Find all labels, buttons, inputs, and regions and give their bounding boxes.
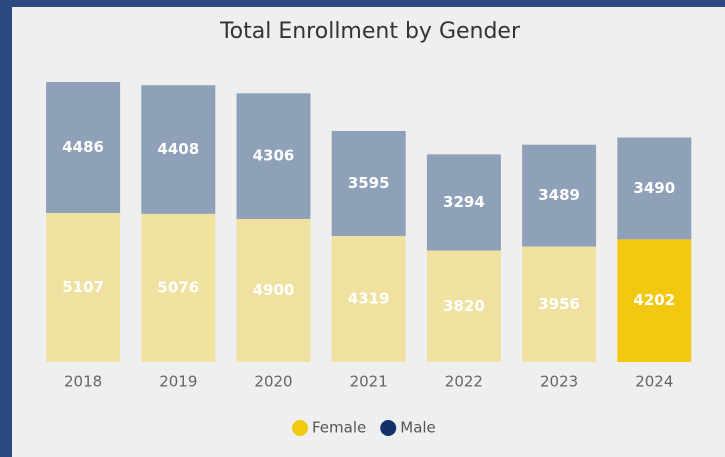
bar-segment [236,218,311,362]
data-label: 4900 [253,281,295,299]
x-tick-label: 2024 [635,373,673,391]
x-tick-label: 2018 [64,373,102,391]
legend-label: Female [312,419,366,437]
data-label: 4202 [633,291,675,309]
bar-segment [331,131,406,236]
x-tick-label: 2023 [540,373,578,391]
data-label: 3956 [538,295,580,313]
bar-segment [426,154,501,251]
data-label: 3820 [443,297,485,315]
bar-segment [426,250,501,362]
x-tick-label: 2019 [159,373,197,391]
bar-segment [331,235,406,362]
bar-segment [46,212,121,362]
legend-label: Male [400,419,436,437]
chart-title: Total Enrollment by Gender [219,19,521,44]
bar-segment [46,82,121,213]
bar-segment [522,144,597,247]
data-label: 4408 [157,140,199,158]
x-tick-label: 2021 [350,373,388,391]
legend-marker [380,420,397,436]
x-tick-label: 2022 [445,373,483,391]
bar-segment [522,246,597,362]
data-label: 3489 [538,186,580,204]
bar-segment [141,85,216,214]
data-label: 4486 [62,138,104,156]
data-label: 5076 [157,278,199,296]
data-label: 3490 [633,179,675,197]
bar-segment [236,93,311,219]
x-tick-label: 2020 [254,373,292,391]
data-label: 3595 [348,174,390,192]
legend-marker [292,420,308,436]
data-label: 4319 [348,289,390,307]
data-label: 3294 [443,193,485,211]
bar-segment [617,137,692,240]
bar-segment [141,213,216,362]
bar-segment [617,239,692,362]
data-label: 5107 [62,278,104,296]
data-label: 4306 [253,147,295,165]
